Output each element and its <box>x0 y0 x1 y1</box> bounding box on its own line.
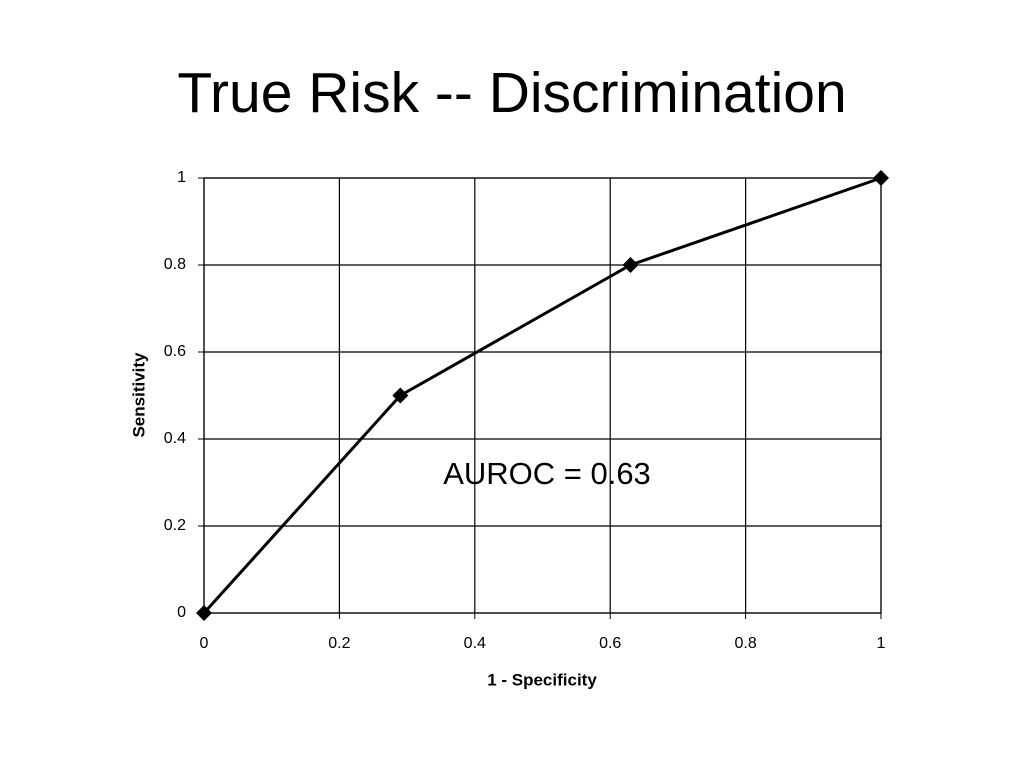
y-tick-label: 1 <box>177 169 186 186</box>
y-tick-label: 0 <box>177 604 186 621</box>
line <box>202 176 882 615</box>
x-tick-label: 0 <box>200 635 209 652</box>
x-tick-label: 1 <box>877 635 886 652</box>
y-tick-label: 0.4 <box>164 430 186 447</box>
annotation: AUROC = 0.63 <box>443 456 651 491</box>
marker <box>622 257 639 273</box>
x-tick-label: 0.2 <box>328 635 350 652</box>
marker <box>392 387 409 404</box>
y-tick-label: 0.8 <box>164 256 186 273</box>
marker <box>873 170 889 186</box>
chart-title: True Risk -- Discrimination <box>177 61 846 125</box>
marker <box>196 605 212 621</box>
y-tick-label: 0.2 <box>164 517 186 534</box>
y-axis-label: Sensitivity <box>129 352 148 438</box>
x-axis-label: 1 - Specificity <box>487 670 597 689</box>
y-tick-label: 0.6 <box>164 343 186 360</box>
x-tick-label: 0.6 <box>599 635 621 652</box>
x-tick-label: 0.4 <box>464 635 486 652</box>
x-tick-label: 0.8 <box>734 635 756 652</box>
plot-area <box>203 177 882 614</box>
